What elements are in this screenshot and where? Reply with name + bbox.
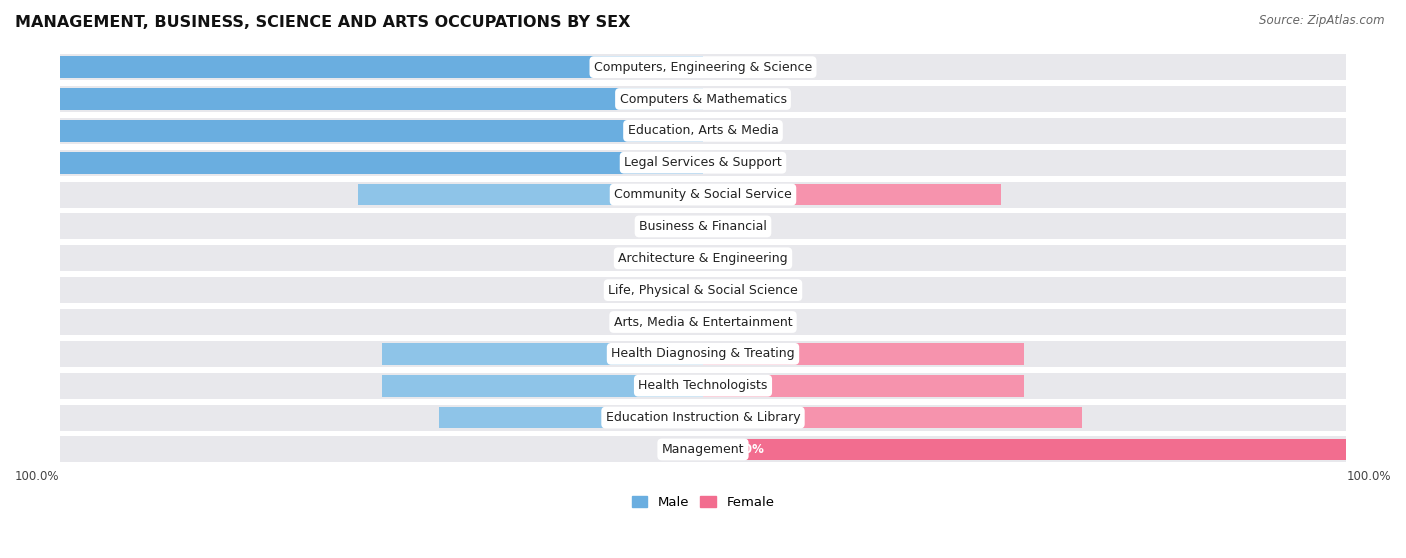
Text: 100.0%: 100.0% bbox=[1347, 470, 1391, 483]
Bar bbox=[60, 436, 703, 463]
Bar bbox=[703, 54, 1346, 80]
Text: Education Instruction & Library: Education Instruction & Library bbox=[606, 411, 800, 424]
Text: 0.0%: 0.0% bbox=[716, 93, 745, 105]
Text: 50.0%: 50.0% bbox=[650, 379, 690, 392]
Bar bbox=[703, 436, 1346, 463]
Text: 100.0%: 100.0% bbox=[15, 470, 59, 483]
Text: 50.0%: 50.0% bbox=[716, 348, 756, 360]
Bar bbox=[60, 181, 703, 208]
Text: 0.0%: 0.0% bbox=[716, 315, 745, 329]
Text: 58.9%: 58.9% bbox=[716, 411, 756, 424]
Text: 0.0%: 0.0% bbox=[716, 220, 745, 233]
Bar bbox=[60, 152, 703, 174]
Bar bbox=[60, 341, 703, 367]
Bar bbox=[357, 184, 703, 205]
Text: 0.0%: 0.0% bbox=[716, 252, 745, 265]
Bar bbox=[60, 405, 703, 431]
Text: Computers & Mathematics: Computers & Mathematics bbox=[620, 93, 786, 105]
Bar bbox=[703, 277, 1346, 303]
Bar bbox=[60, 56, 703, 78]
Bar bbox=[703, 341, 1346, 367]
Bar bbox=[60, 88, 703, 110]
Text: 100.0%: 100.0% bbox=[641, 124, 690, 137]
Text: 41.1%: 41.1% bbox=[650, 411, 690, 424]
Text: MANAGEMENT, BUSINESS, SCIENCE AND ARTS OCCUPATIONS BY SEX: MANAGEMENT, BUSINESS, SCIENCE AND ARTS O… bbox=[15, 15, 630, 30]
Bar bbox=[60, 86, 703, 112]
Text: 0.0%: 0.0% bbox=[661, 443, 690, 456]
Text: 100.0%: 100.0% bbox=[716, 443, 765, 456]
Bar bbox=[703, 245, 1346, 271]
Text: Legal Services & Support: Legal Services & Support bbox=[624, 156, 782, 169]
Bar bbox=[703, 373, 1346, 399]
Bar bbox=[60, 54, 703, 80]
Text: 100.0%: 100.0% bbox=[641, 156, 690, 169]
Text: Management: Management bbox=[662, 443, 744, 456]
Bar bbox=[703, 309, 1346, 335]
Bar bbox=[60, 213, 703, 239]
Bar bbox=[60, 373, 703, 399]
Bar bbox=[703, 86, 1346, 112]
Bar bbox=[703, 439, 1346, 460]
Text: Health Diagnosing & Treating: Health Diagnosing & Treating bbox=[612, 348, 794, 360]
Bar bbox=[60, 150, 703, 176]
Text: Community & Social Service: Community & Social Service bbox=[614, 188, 792, 201]
Bar bbox=[703, 343, 1025, 365]
Bar bbox=[703, 181, 1346, 208]
Text: 0.0%: 0.0% bbox=[716, 124, 745, 137]
Bar bbox=[60, 309, 703, 335]
Bar bbox=[703, 118, 1346, 144]
Bar bbox=[703, 375, 1025, 397]
Bar bbox=[60, 120, 703, 142]
Text: 100.0%: 100.0% bbox=[641, 61, 690, 74]
Bar bbox=[703, 213, 1346, 239]
Text: Computers, Engineering & Science: Computers, Engineering & Science bbox=[593, 61, 813, 74]
Text: 53.7%: 53.7% bbox=[650, 188, 690, 201]
Text: Life, Physical & Social Science: Life, Physical & Social Science bbox=[609, 283, 797, 297]
Text: Source: ZipAtlas.com: Source: ZipAtlas.com bbox=[1260, 14, 1385, 27]
Text: 0.0%: 0.0% bbox=[661, 252, 690, 265]
Bar bbox=[381, 375, 703, 397]
Text: 0.0%: 0.0% bbox=[716, 283, 745, 297]
Text: 50.0%: 50.0% bbox=[716, 379, 756, 392]
Bar bbox=[381, 343, 703, 365]
Text: 0.0%: 0.0% bbox=[661, 283, 690, 297]
Text: Health Technologists: Health Technologists bbox=[638, 379, 768, 392]
Text: Education, Arts & Media: Education, Arts & Media bbox=[627, 124, 779, 137]
Text: 100.0%: 100.0% bbox=[641, 93, 690, 105]
Text: 50.0%: 50.0% bbox=[650, 348, 690, 360]
Bar bbox=[60, 277, 703, 303]
Bar bbox=[703, 184, 1001, 205]
Bar bbox=[703, 405, 1346, 431]
Text: 0.0%: 0.0% bbox=[661, 220, 690, 233]
Legend: Male, Female: Male, Female bbox=[626, 491, 780, 514]
Bar bbox=[703, 150, 1346, 176]
Bar bbox=[703, 407, 1081, 429]
Bar bbox=[60, 245, 703, 271]
Text: 46.3%: 46.3% bbox=[716, 188, 756, 201]
Text: 0.0%: 0.0% bbox=[661, 315, 690, 329]
Bar bbox=[60, 118, 703, 144]
Text: Arts, Media & Entertainment: Arts, Media & Entertainment bbox=[613, 315, 793, 329]
Text: 0.0%: 0.0% bbox=[716, 156, 745, 169]
Text: 0.0%: 0.0% bbox=[716, 61, 745, 74]
Text: Architecture & Engineering: Architecture & Engineering bbox=[619, 252, 787, 265]
Text: Business & Financial: Business & Financial bbox=[640, 220, 766, 233]
Bar bbox=[439, 407, 703, 429]
